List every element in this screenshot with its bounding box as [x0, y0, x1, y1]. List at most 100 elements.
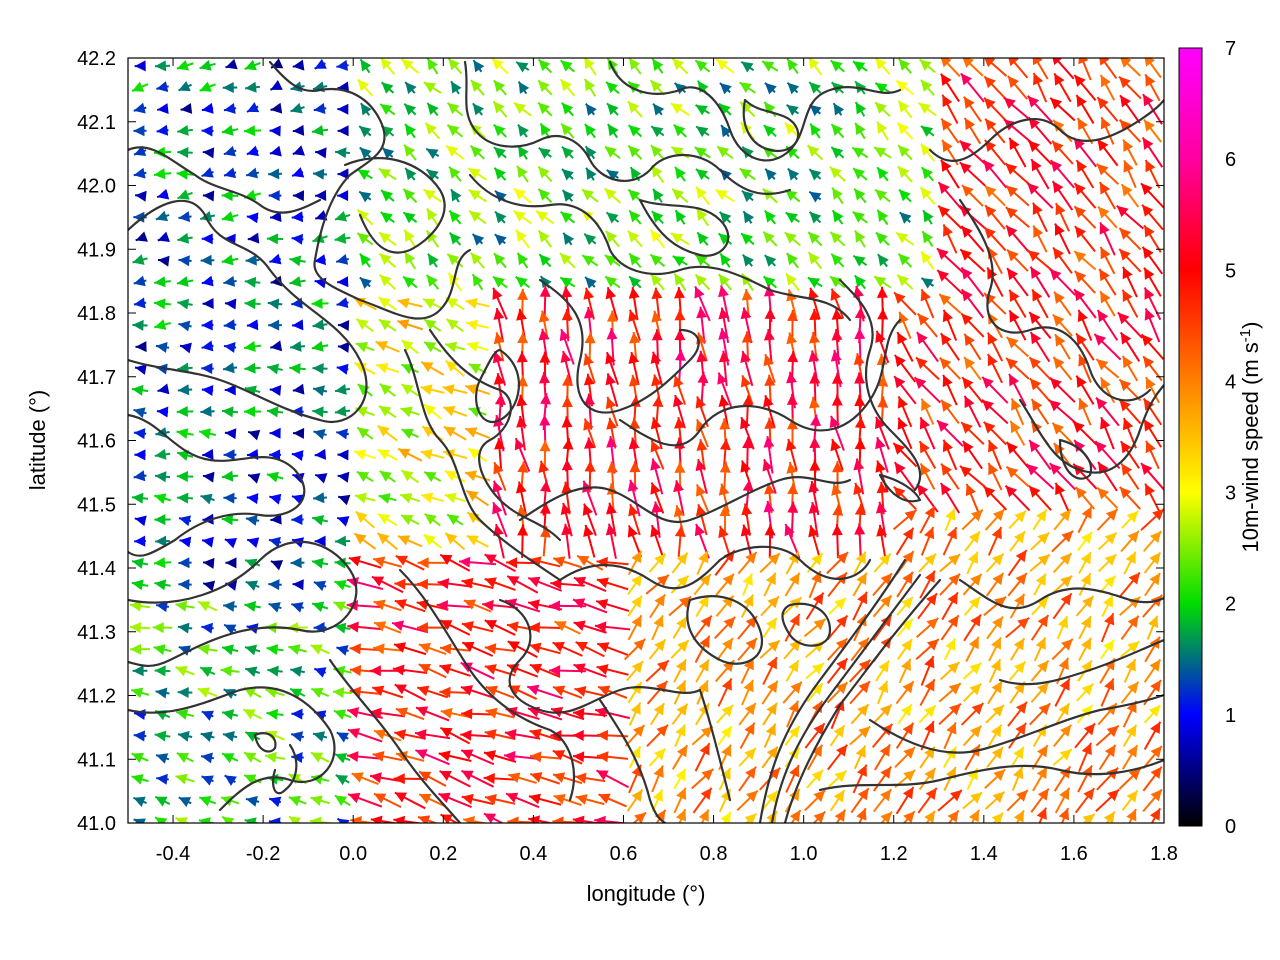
- wind-arrow-head: [377, 449, 390, 460]
- wind-arrow-head: [225, 557, 237, 569]
- wind-arrow-head: [267, 298, 280, 310]
- wind-arrow-head: [460, 729, 472, 741]
- wind-arrow: [493, 332, 505, 362]
- wind-arrow: [178, 796, 192, 808]
- wind-arrow: [175, 817, 190, 823]
- wind-arrow-head: [292, 579, 304, 591]
- wind-arrow-head: [175, 773, 188, 785]
- wind-arrow: [177, 492, 193, 504]
- wind-arrow-head: [312, 731, 326, 742]
- wind-arrow-head: [378, 493, 391, 504]
- wind-arrow: [201, 167, 214, 178]
- wind-arrow: [483, 773, 517, 785]
- wind-arrow-head: [440, 643, 452, 655]
- wind-arrow: [153, 298, 172, 310]
- wind-arrow-head: [493, 80, 506, 93]
- wind-arrow-head: [484, 643, 497, 655]
- wind-arrow: [460, 749, 495, 766]
- wind-arrow: [418, 663, 447, 679]
- wind-arrow-head: [180, 102, 193, 114]
- wind-arrow-head: [314, 535, 326, 547]
- wind-arrow: [507, 640, 538, 658]
- wind-arrow: [292, 59, 305, 71]
- wind-arrow-head: [223, 102, 236, 114]
- wind-arrow-head: [423, 404, 436, 416]
- wind-arrow-head: [518, 145, 529, 158]
- wind-arrow: [311, 514, 329, 526]
- wind-arrow: [402, 188, 418, 203]
- wind-arrow-head: [426, 274, 438, 287]
- wind-arrow-head: [202, 471, 215, 483]
- wind-arrow-head: [426, 208, 438, 221]
- wind-arrow-head: [133, 102, 146, 114]
- wind-arrow: [312, 168, 328, 180]
- wind-arrow: [201, 385, 214, 396]
- wind-arrow: [420, 449, 445, 460]
- wind-arrow-head: [461, 621, 474, 632]
- wind-arrow-head: [290, 666, 303, 677]
- wind-arrow: [526, 684, 564, 700]
- wind-arrow: [355, 510, 375, 529]
- wind-arrow: [436, 600, 474, 612]
- wind-arrow-head: [225, 58, 238, 70]
- wind-arrow: [469, 252, 486, 269]
- wind-arrow-head: [265, 751, 277, 763]
- wind-arrow-head: [334, 535, 347, 547]
- wind-arrow-head: [337, 103, 349, 115]
- wind-arrow-head: [201, 775, 214, 786]
- wind-arrow: [268, 168, 282, 180]
- wind-arrow-head: [395, 707, 409, 718]
- wind-arrow-head: [401, 59, 414, 71]
- wind-arrow: [223, 600, 237, 612]
- wind-arrow-head: [444, 492, 457, 504]
- wind-arrow-head: [290, 688, 303, 699]
- wind-arrow: [244, 406, 261, 418]
- wind-arrow: [292, 190, 305, 202]
- wind-arrow: [178, 81, 192, 92]
- wind-arrow: [401, 428, 419, 439]
- wind-arrow-head: [483, 813, 497, 823]
- wind-arrow: [423, 318, 442, 332]
- wind-arrow-head: [157, 383, 170, 395]
- wind-arrow-head: [539, 526, 551, 538]
- wind-arrow-head: [155, 817, 168, 823]
- wind-arrow: [176, 428, 194, 440]
- wind-arrow-head: [506, 557, 518, 569]
- wind-arrow: [133, 102, 147, 114]
- wind-arrow-head: [539, 372, 551, 384]
- wind-arrow-head: [538, 230, 550, 243]
- wind-arrow-head: [312, 319, 325, 331]
- wind-arrow: [221, 709, 239, 721]
- wind-arrow-head: [400, 406, 413, 418]
- wind-arrow-head: [334, 232, 347, 244]
- wind-arrow-head: [292, 190, 305, 202]
- wind-arrow: [176, 406, 194, 418]
- wind-arrow-head: [221, 254, 234, 266]
- wind-arrow: [313, 428, 327, 440]
- wind-arrow-head: [223, 362, 235, 374]
- wind-arrow: [450, 188, 462, 203]
- wind-arrow-head: [337, 516, 350, 527]
- wind-arrow-head: [157, 188, 170, 200]
- wind-arrow-head: [246, 145, 259, 157]
- wind-arrow: [134, 535, 146, 547]
- wind-arrow-head: [222, 816, 235, 823]
- wind-arrow-head: [334, 405, 347, 417]
- wind-arrow: [492, 287, 508, 320]
- wind-arrow: [224, 298, 237, 310]
- wind-arrow: [484, 619, 516, 636]
- wind-arrow: [391, 620, 429, 634]
- wind-arrow-head: [440, 727, 453, 738]
- wind-arrow-head: [337, 168, 349, 180]
- wind-arrow-head: [179, 342, 192, 354]
- wind-arrow: [483, 812, 505, 823]
- wind-arrow: [403, 144, 417, 161]
- wind-arrow: [289, 687, 306, 699]
- wind-arrow-head: [290, 340, 302, 352]
- wind-arrow-head: [527, 684, 540, 696]
- wind-arrow: [349, 643, 381, 655]
- wind-arrow: [484, 729, 516, 741]
- wind-arrow: [461, 708, 494, 720]
- wind-arrow-head: [348, 555, 361, 567]
- wind-arrow: [336, 428, 349, 440]
